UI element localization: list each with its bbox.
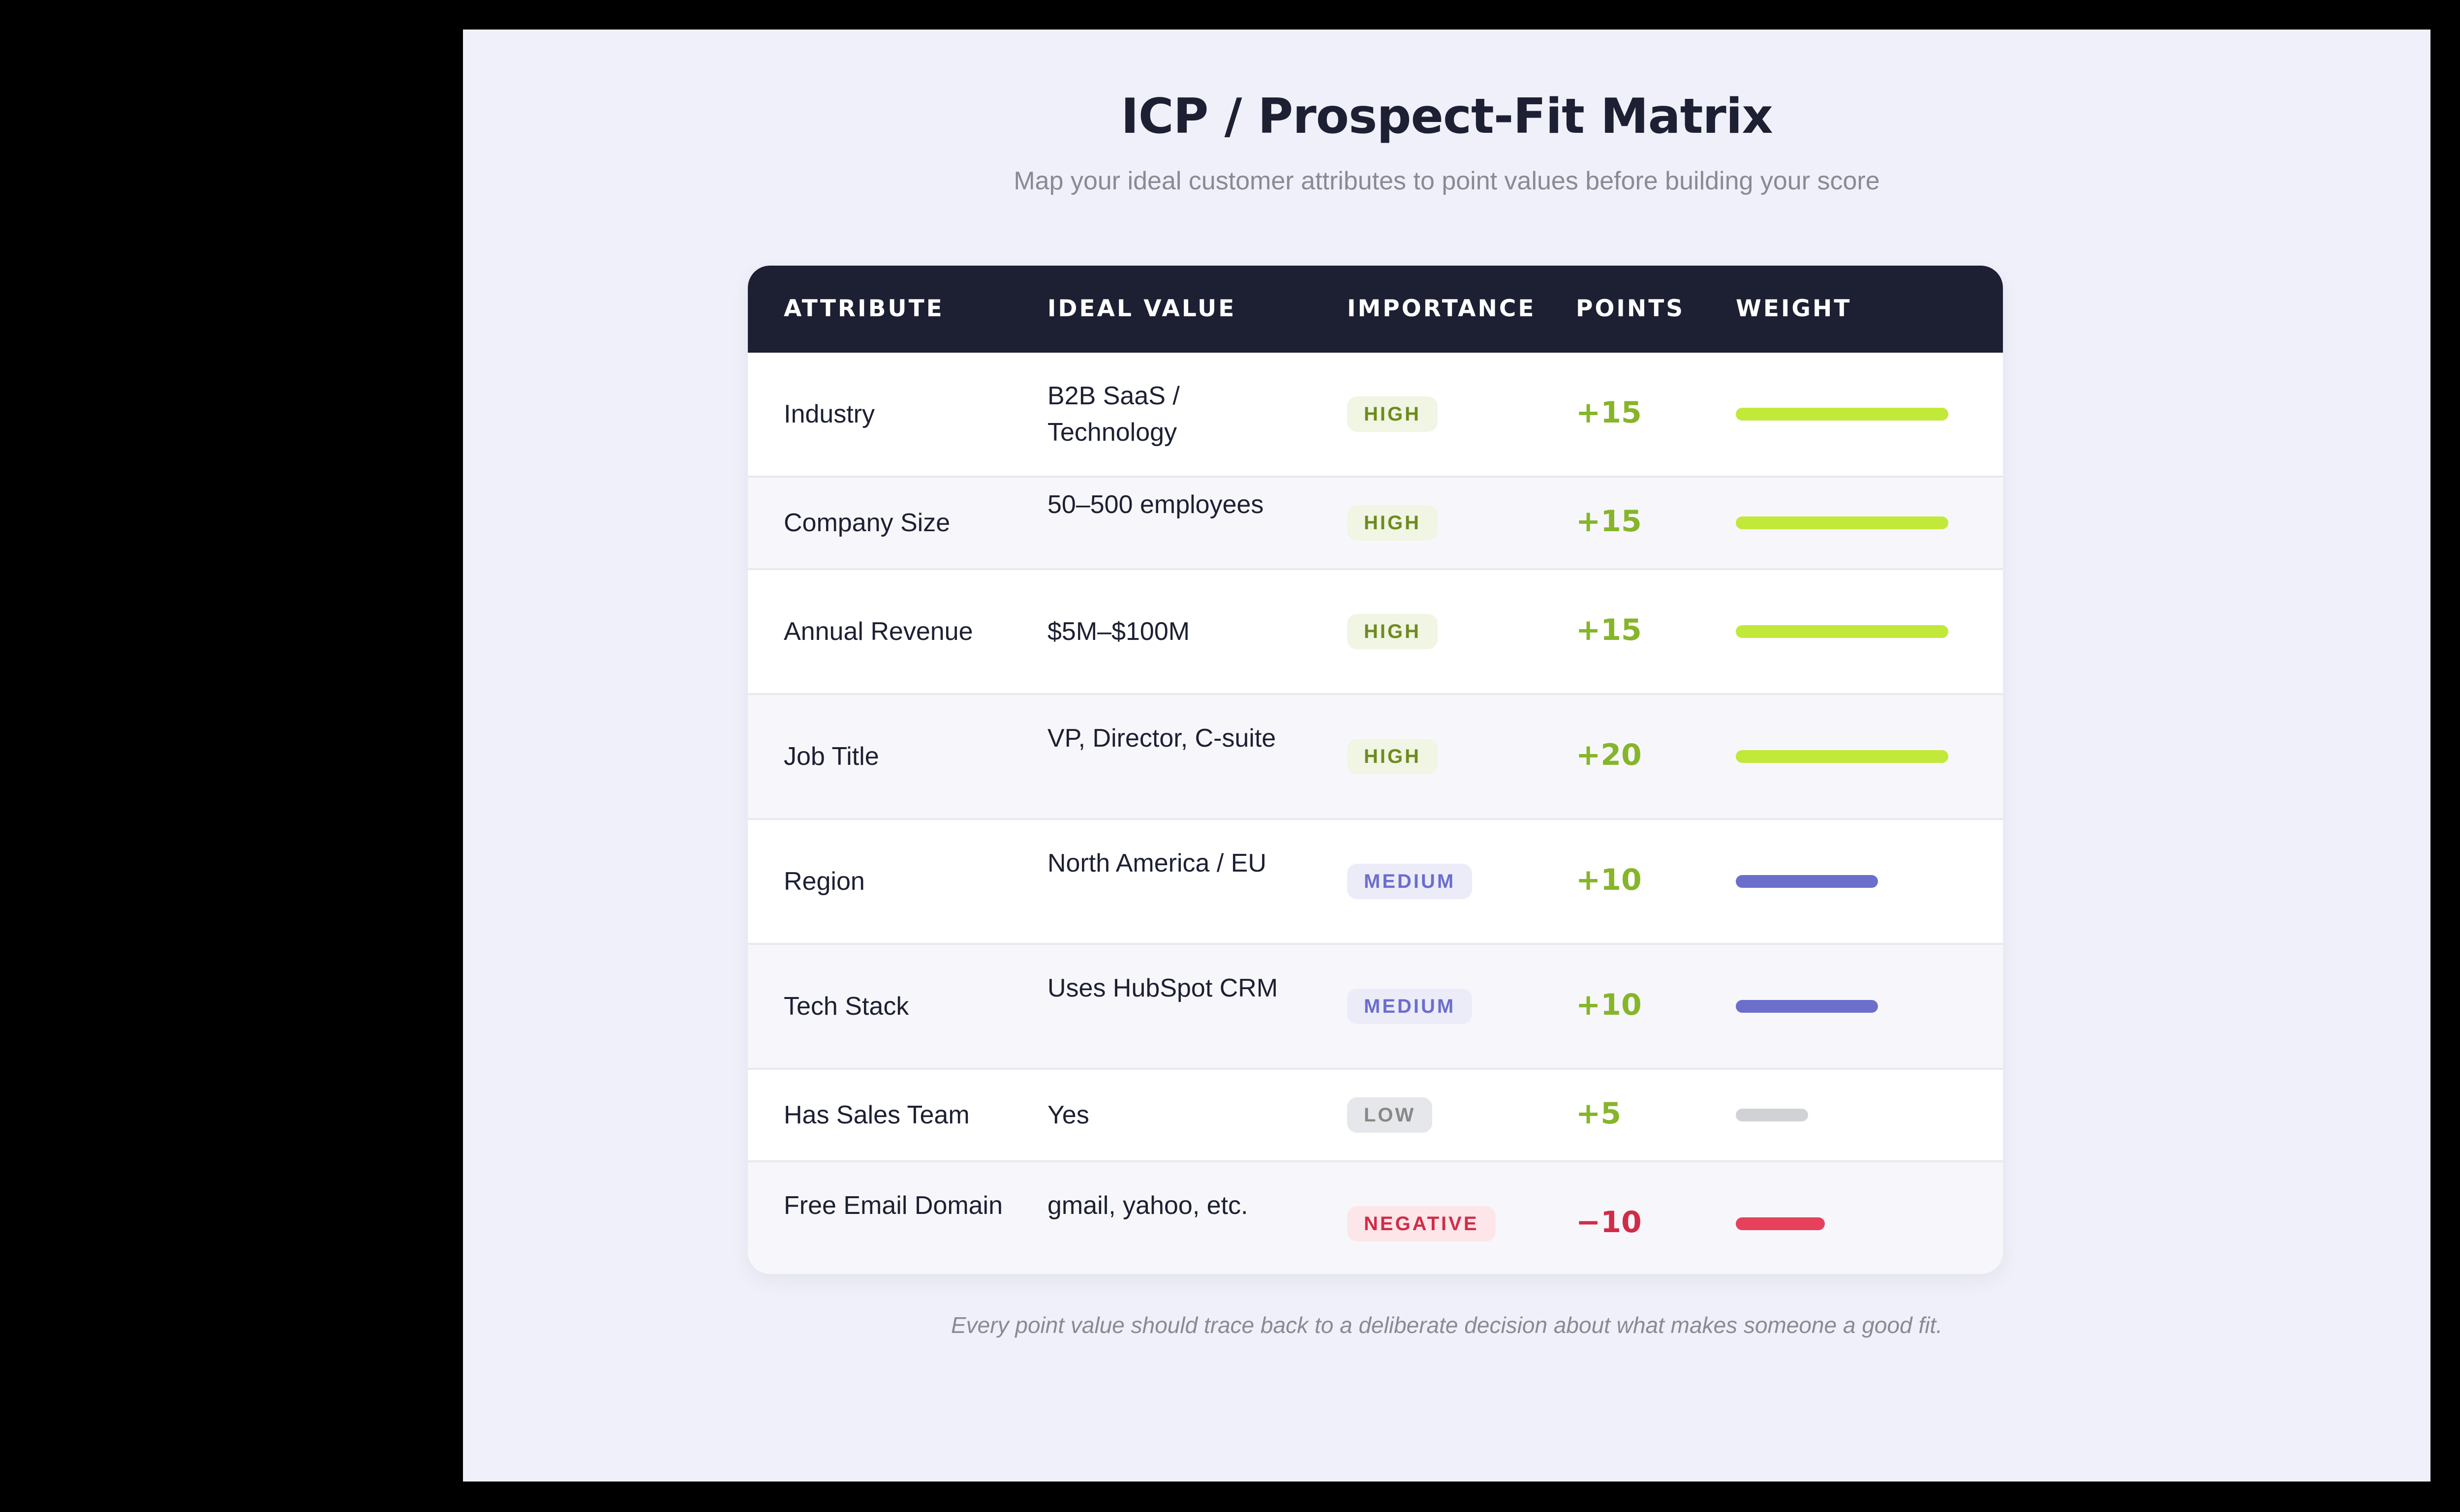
importance-badge: HIGH xyxy=(1347,505,1438,541)
ideal-value-cell: gmail, yahoo, etc. xyxy=(1047,1191,1248,1220)
page-panel: ICP / Prospect-Fit Matrix Map your ideal… xyxy=(463,30,2430,1482)
weight-bar xyxy=(1736,516,1948,529)
table-row: Job Title VP, Director, C-suite HIGH +20 xyxy=(748,695,2003,820)
weight-bar xyxy=(1736,1217,1825,1230)
ideal-value-cell: $5M–$100M xyxy=(1047,617,1190,646)
importance-badge: MEDIUM xyxy=(1347,864,1473,899)
table-body: Industry B2B SaaS / Technology HIGH +15 Comp… xyxy=(748,353,2003,1274)
table-header: ATTRIBUTE IDEAL VALUE IMPORTANCE POINTS … xyxy=(748,266,2003,353)
attribute-cell: Job Title xyxy=(784,742,879,771)
points-value: +5 xyxy=(1576,1096,1622,1131)
column-header-ideal-value: IDEAL VALUE xyxy=(1047,295,1236,322)
attribute-cell: Tech Stack xyxy=(784,992,909,1021)
ideal-value-cell: Uses HubSpot CRM xyxy=(1047,974,1278,1002)
points-value: +10 xyxy=(1576,863,1642,897)
importance-badge: NEGATIVE xyxy=(1347,1206,1496,1241)
points-value: +15 xyxy=(1576,504,1642,539)
column-header-attribute: ATTRIBUTE xyxy=(784,295,944,322)
weight-bar xyxy=(1736,625,1948,638)
importance-badge: HIGH xyxy=(1347,614,1438,649)
column-header-weight: WEIGHT xyxy=(1736,295,1852,322)
attribute-cell: Industry xyxy=(784,400,875,428)
ideal-value-cell: North America / EU xyxy=(1047,849,1267,877)
weight-bar xyxy=(1736,1109,1808,1121)
importance-badge: HIGH xyxy=(1347,739,1438,774)
points-value: −10 xyxy=(1576,1205,1642,1240)
table-row: Tech Stack Uses HubSpot CRM MEDIUM +10 xyxy=(748,945,2003,1070)
importance-badge: LOW xyxy=(1347,1097,1433,1133)
points-value: +20 xyxy=(1576,738,1642,772)
attribute-cell: Region xyxy=(784,867,865,896)
attribute-cell: Free Email Domain xyxy=(784,1191,1003,1220)
points-value: +10 xyxy=(1576,988,1642,1022)
column-header-points: POINTS xyxy=(1576,295,1685,322)
table-row: Industry B2B SaaS / Technology HIGH +15 xyxy=(748,353,2003,478)
page-title: ICP / Prospect-Fit Matrix xyxy=(1121,89,1773,145)
ideal-value-cell: 50–500 employees xyxy=(1047,490,1264,519)
attribute-cell: Company Size xyxy=(784,509,951,537)
table-row: Has Sales Team Yes LOW +5 xyxy=(748,1070,2003,1162)
table-row: Company Size 50–500 employees HIGH +15 xyxy=(748,478,2003,570)
weight-bar xyxy=(1736,1000,1878,1013)
ideal-value-cell: VP, Director, C-suite xyxy=(1047,724,1276,753)
points-value: +15 xyxy=(1576,613,1642,647)
table-row: Free Email Domain gmail, yahoo, etc. NEGAT… xyxy=(748,1162,2003,1274)
ideal-value-cell: Yes xyxy=(1047,1101,1089,1129)
attribute-cell: Has Sales Team xyxy=(784,1101,970,1129)
footer-note: Every point value should trace back to a… xyxy=(951,1312,1942,1338)
weight-bar xyxy=(1736,408,1948,421)
importance-badge: HIGH xyxy=(1347,396,1438,432)
ideal-value-cell: B2B SaaS / Technology xyxy=(1047,382,1180,447)
weight-bar xyxy=(1736,875,1878,888)
table-row: Region North America / EU MEDIUM +10 xyxy=(748,820,2003,945)
points-value: +15 xyxy=(1576,395,1642,430)
page-subtitle: Map your ideal customer attributes to po… xyxy=(1014,167,1880,195)
weight-bar xyxy=(1736,750,1948,763)
importance-badge: MEDIUM xyxy=(1347,989,1473,1024)
attribute-cell: Annual Revenue xyxy=(784,617,973,646)
icp-matrix-table: ATTRIBUTE IDEAL VALUE IMPORTANCE POINTS … xyxy=(748,266,2003,1274)
table-row: Annual Revenue $5M–$100M HIGH +15 xyxy=(748,570,2003,695)
column-header-importance: IMPORTANCE xyxy=(1347,295,1536,322)
